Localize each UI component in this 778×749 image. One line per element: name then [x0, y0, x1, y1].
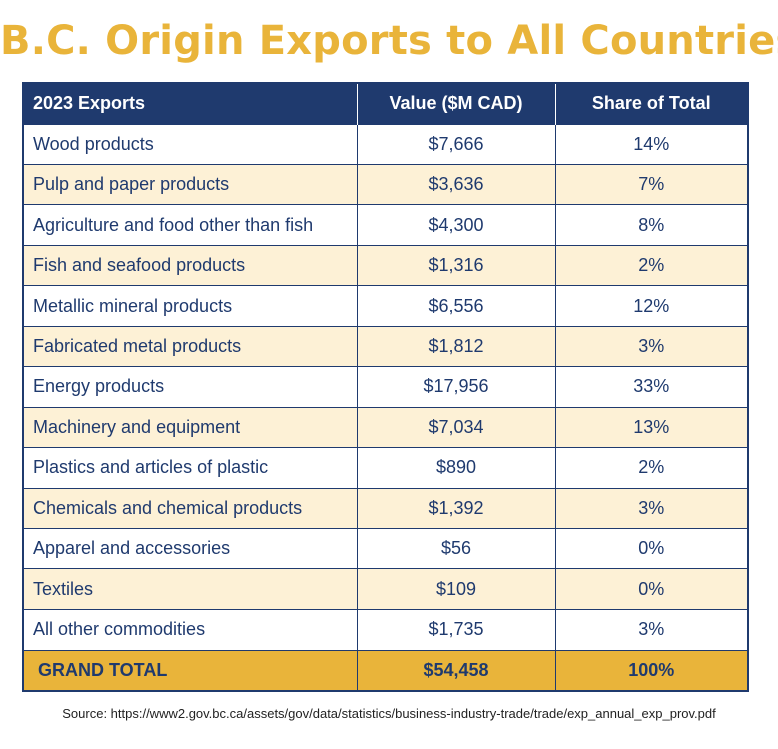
table-row: Machinery and equipment $7,034 13% [24, 406, 747, 448]
row-value-cell: $3,636 [357, 163, 556, 205]
exports-table: 2023 Exports Value ($M CAD) Share of Tot… [22, 82, 749, 692]
row-category-cell: Fish and seafood products [24, 244, 358, 286]
row-category-cell: Textiles [24, 568, 358, 610]
table-header-row: 2023 Exports Value ($M CAD) Share of Tot… [24, 84, 747, 124]
row-category-cell: Energy products [24, 366, 358, 408]
row-value-cell: $1,735 [357, 608, 556, 650]
row-value-cell: $1,392 [357, 487, 556, 529]
row-share-cell: 2% [555, 447, 747, 489]
row-share-cell: 3% [555, 487, 747, 529]
row-category-cell: Agriculture and food other than fish [24, 204, 358, 246]
table-row: Pulp and paper products $3,636 7% [24, 163, 747, 205]
grand-total-value: $54,458 [357, 649, 556, 690]
table-row: Agriculture and food other than fish $4,3… [24, 204, 747, 246]
row-share-cell: 3% [555, 608, 747, 650]
column-header-category: 2023 Exports [24, 84, 358, 124]
row-share-cell: 0% [555, 568, 747, 610]
table-row: Chemicals and chemical products $1,392 3% [24, 487, 747, 529]
row-value-cell: $56 [357, 528, 556, 569]
row-category-cell: Pulp and paper products [24, 163, 358, 205]
row-share-cell: 7% [555, 163, 747, 205]
row-share-cell: 12% [555, 285, 747, 327]
row-value-cell: $17,956 [357, 366, 556, 408]
row-value-cell: $4,300 [357, 204, 556, 246]
table-row: Apparel and accessories $56 0% [24, 528, 747, 569]
row-value-cell: $1,812 [357, 325, 556, 367]
grand-total-share: 100% [555, 649, 747, 690]
grand-total-label: GRAND TOTAL [24, 649, 358, 690]
row-category-cell: Metallic mineral products [24, 285, 358, 327]
row-category-cell: Machinery and equipment [24, 406, 358, 448]
row-value-cell: $7,034 [357, 406, 556, 448]
row-value-cell: $890 [357, 447, 556, 489]
row-share-cell: 0% [555, 528, 747, 569]
table-row: Fabricated metal products $1,812 3% [24, 325, 747, 367]
row-category-cell: Apparel and accessories [24, 528, 358, 569]
column-header-value: Value ($M CAD) [357, 84, 556, 124]
page-title: B.C. Origin Exports to All Countries [0, 18, 778, 64]
row-share-cell: 8% [555, 204, 747, 246]
row-category-cell: Wood products [24, 123, 358, 165]
table-row: Plastics and articles of plastic $890 2% [24, 447, 747, 489]
table-body: Wood products $7,666 14% Pulp and paper pro… [24, 123, 747, 650]
table-row: Metallic mineral products $6,556 12% [24, 285, 747, 327]
row-value-cell: $7,666 [357, 123, 556, 165]
row-share-cell: 14% [555, 123, 747, 165]
row-category-cell: Plastics and articles of plastic [24, 447, 358, 489]
source-note: Source: https://www2.gov.bc.ca/assets/go… [62, 706, 716, 721]
table-row: Wood products $7,666 14% [24, 123, 747, 165]
table-row: Energy products $17,956 33% [24, 366, 747, 408]
row-value-cell: $109 [357, 568, 556, 610]
row-share-cell: 2% [555, 244, 747, 286]
row-category-cell: Fabricated metal products [24, 325, 358, 367]
table-row: All other commodities $1,735 3% [24, 608, 747, 650]
row-category-cell: All other commodities [24, 608, 358, 650]
exports-table-grid: 2023 Exports Value ($M CAD) Share of Tot… [24, 84, 747, 690]
table-row: Fish and seafood products $1,316 2% [24, 244, 747, 286]
row-category-cell: Chemicals and chemical products [24, 487, 358, 529]
row-share-cell: 33% [555, 366, 747, 408]
row-share-cell: 13% [555, 406, 747, 448]
column-header-share: Share of Total [555, 84, 747, 124]
grand-total-row: GRAND TOTAL $54,458 100% [24, 649, 747, 690]
row-value-cell: $1,316 [357, 244, 556, 286]
table-row: Textiles $109 0% [24, 568, 747, 610]
row-value-cell: $6,556 [357, 285, 556, 327]
row-share-cell: 3% [555, 325, 747, 367]
